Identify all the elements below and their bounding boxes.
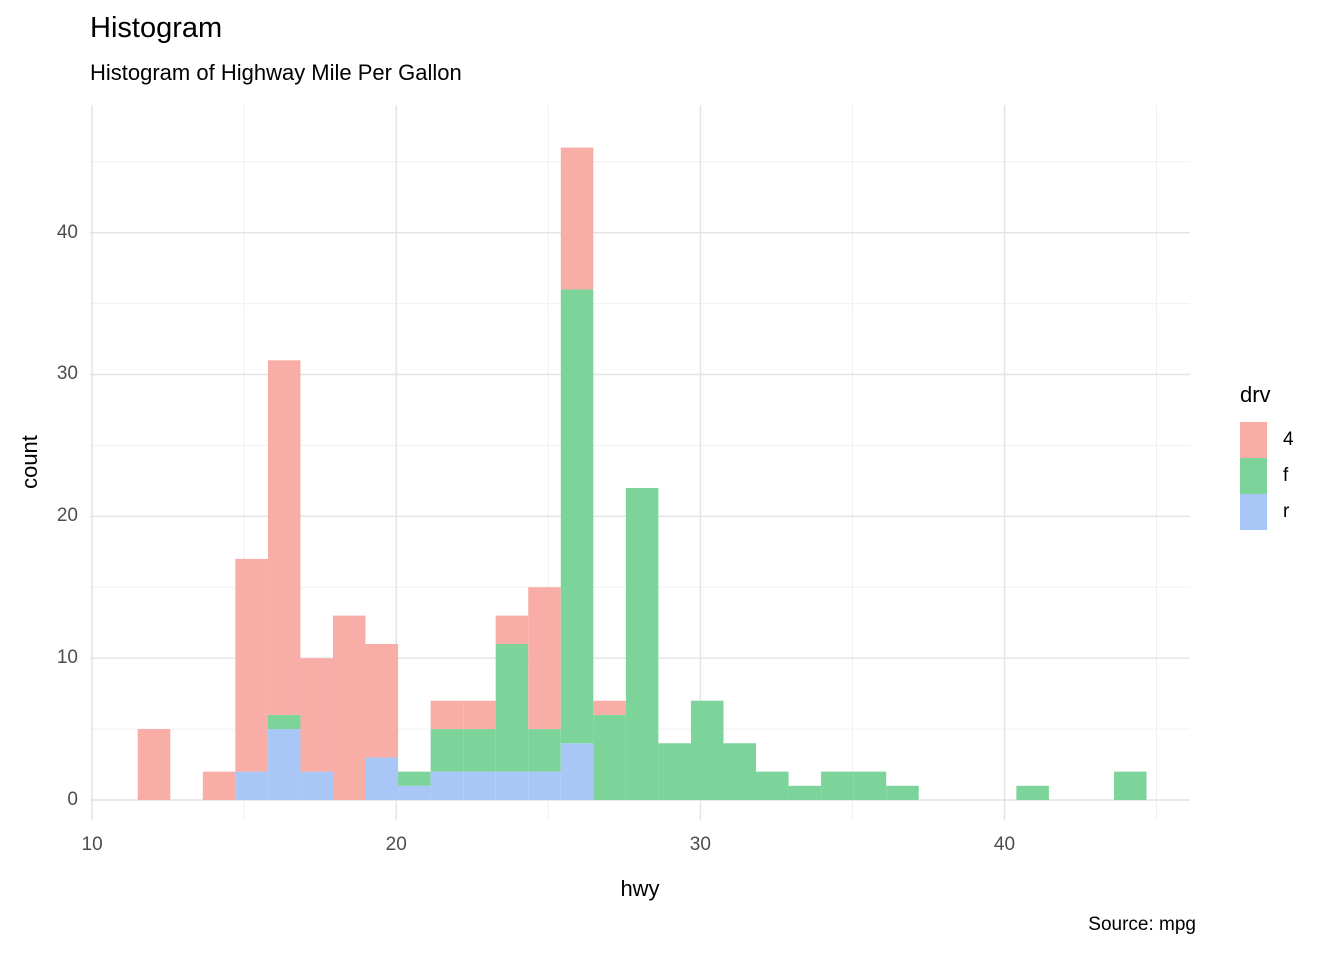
x-axis-tick-label: 30 — [689, 834, 711, 855]
histogram-bar-segment-f — [495, 643, 529, 772]
histogram-bar-segment-4 — [137, 729, 171, 801]
histogram-bar-segment-4 — [332, 615, 366, 801]
histogram-bar-segment-4 — [430, 700, 464, 730]
histogram-bar-segment-f — [853, 771, 887, 801]
legend-label: f — [1283, 465, 1289, 486]
legend-key-row: f — [1240, 458, 1294, 494]
plot-panel — [90, 105, 1190, 820]
histogram-bar-segment-f — [528, 729, 561, 772]
legend-key-row: r — [1240, 494, 1294, 530]
histogram-bar-segment-f — [430, 729, 464, 772]
histogram-bar-segment-4 — [463, 700, 496, 730]
histogram-bar-segment-f — [658, 743, 691, 801]
chart-caption: Source: mpg — [1088, 914, 1196, 935]
histogram-bar-segment-f — [398, 771, 431, 786]
histogram-bar-segment-4 — [300, 658, 333, 772]
legend-swatch-4 — [1240, 422, 1267, 458]
histogram-bar-segment-f — [463, 729, 496, 772]
x-axis-tick-label: 20 — [385, 834, 407, 855]
x-axis-tick-label: 10 — [81, 834, 103, 855]
histogram-bar-segment-r — [495, 771, 529, 801]
legend-title: drv — [1240, 382, 1271, 407]
histogram-bar-segment-4 — [560, 147, 594, 290]
histogram-bar-segment-f — [788, 785, 822, 801]
histogram-bar-segment-f — [1016, 785, 1049, 801]
legend-label: r — [1283, 501, 1290, 522]
y-axis-tick-label: 10 — [56, 647, 78, 669]
y-axis-title: count — [17, 435, 42, 489]
x-axis-tick-label: 40 — [993, 834, 1016, 855]
histogram-bar-segment-4 — [495, 615, 529, 644]
histogram-bar-segment-4 — [593, 700, 626, 715]
histogram-bar-segment-f — [723, 743, 757, 801]
histogram-bar-segment-4 — [267, 360, 301, 715]
histogram-bar-segment-r — [365, 757, 399, 801]
histogram-bar-segment-f — [625, 487, 659, 801]
histogram-bar-segment-f — [1113, 771, 1147, 801]
histogram-bar-segment-r — [235, 771, 268, 801]
histogram-bar-segment-f — [886, 785, 919, 801]
histogram-bar-segment-f — [560, 289, 594, 744]
y-axis-tick-label: 0 — [67, 789, 78, 810]
legend-label: 4 — [1283, 429, 1294, 450]
chart-subtitle: Histogram of Highway Mile Per Gallon — [90, 60, 462, 85]
legend-swatch-r — [1240, 494, 1267, 530]
y-axis-tick-label: 20 — [56, 505, 78, 527]
histogram-bar-segment-4 — [235, 558, 268, 772]
histogram-bar-segment-r — [267, 729, 301, 801]
legend-key-row: 4 — [1240, 422, 1294, 458]
y-axis-tick-label: 30 — [56, 363, 78, 385]
histogram-bar-segment-r — [463, 771, 496, 801]
histogram-bar-segment-r — [528, 771, 561, 801]
histogram-bar-segment-4 — [528, 587, 561, 730]
histogram-bar-segment-f — [593, 714, 626, 801]
x-axis-title: hwy — [620, 876, 660, 901]
chart-title: Histogram — [90, 12, 223, 44]
histogram-bar-segment-4 — [365, 643, 399, 758]
histogram-bar-segment-f — [756, 771, 789, 801]
legend-swatch-f — [1240, 458, 1267, 494]
histogram-bar-segment-r — [430, 771, 464, 801]
histogram-bar-segment-f — [690, 700, 724, 801]
histogram-bar-segment-4 — [202, 771, 236, 801]
histogram-bar-segment-r — [560, 743, 594, 801]
histogram-bar-segment-r — [300, 771, 333, 801]
y-axis-tick-label: 40 — [56, 221, 78, 243]
histogram-bar-segment-f — [267, 714, 301, 730]
histogram-bar-segment-r — [398, 785, 431, 801]
histogram-bar-segment-f — [821, 771, 854, 801]
